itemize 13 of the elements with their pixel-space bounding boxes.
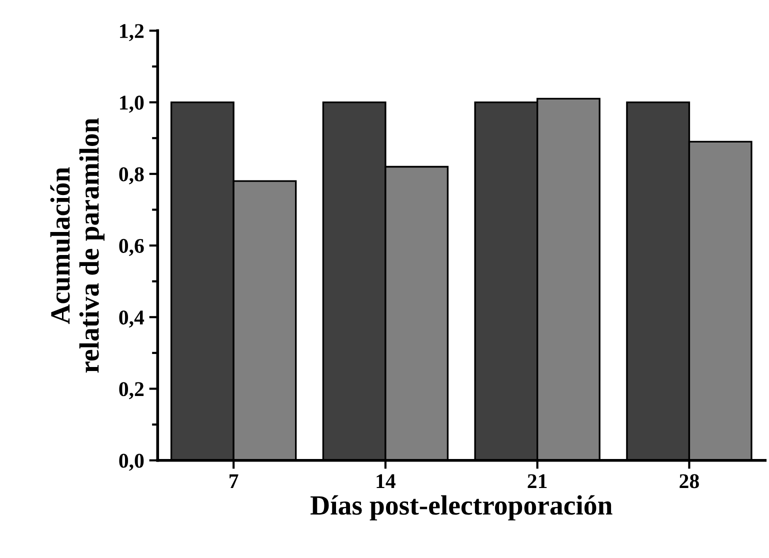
y-tick-label: 0,4 xyxy=(119,310,144,328)
x-tick-label: 21 xyxy=(528,474,547,488)
y-axis-title: Acumulación relativa de paramilon xyxy=(50,118,105,373)
y-tick-label: 0,8 xyxy=(119,167,144,184)
y-tick-label: 1,2 xyxy=(120,24,144,42)
x-axis-title: Días post-electroporación xyxy=(310,495,612,520)
y-tick-label: 0,6 xyxy=(119,238,144,256)
y-tick-label: 1,0 xyxy=(120,96,144,113)
x-tick-label: 28 xyxy=(680,474,699,488)
y-tick-label: 0,2 xyxy=(119,382,144,400)
x-tick-label: 14 xyxy=(376,474,396,488)
x-tick-label: 7 xyxy=(230,474,238,488)
y-tick-label: 0,0 xyxy=(119,454,144,471)
